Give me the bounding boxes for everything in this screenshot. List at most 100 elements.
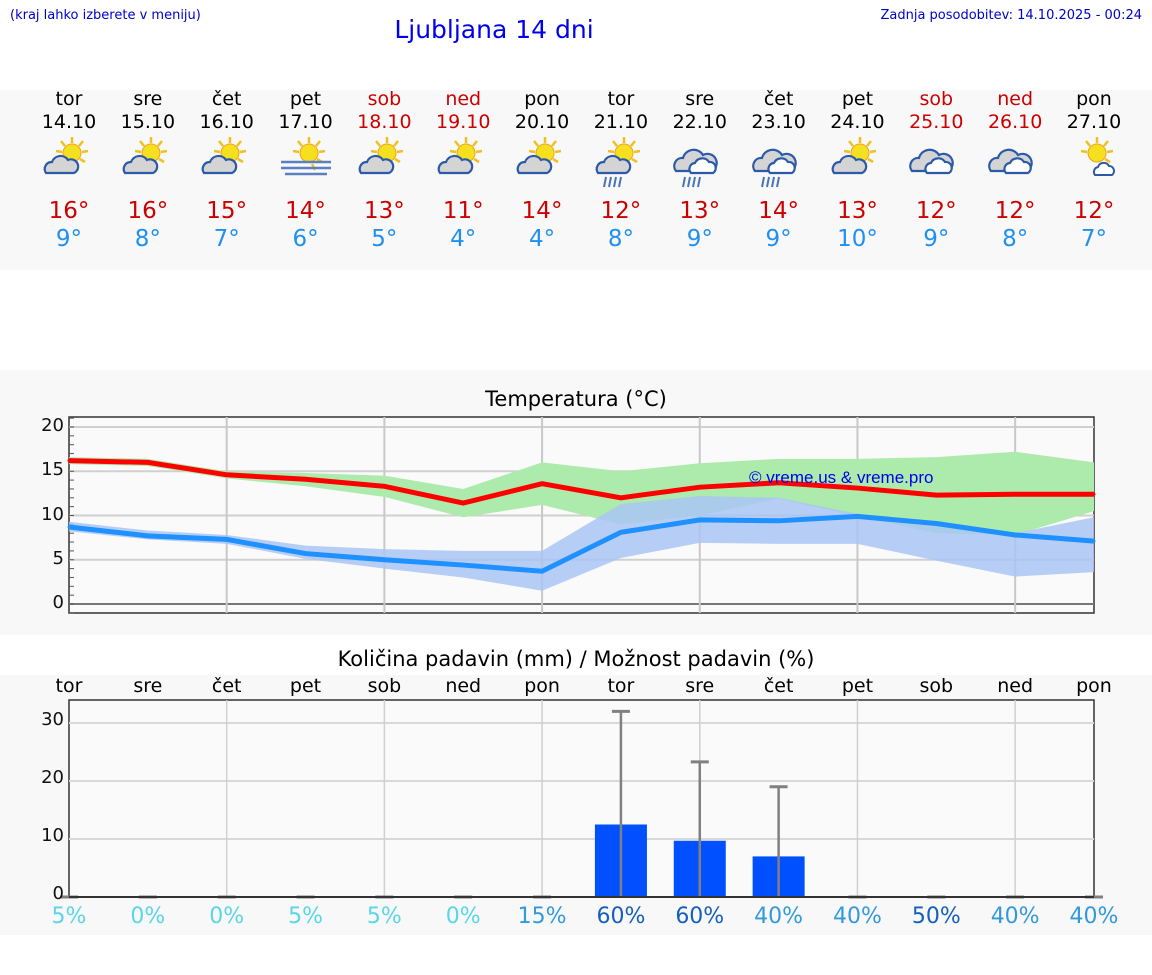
max-temp-range-band — [69, 451, 1094, 535]
precip-probability: 5% — [288, 904, 323, 929]
location-hint: (kraj lahko izberete v meniju) — [10, 8, 201, 23]
max-temp-point — [619, 496, 623, 500]
precip-day-label: sre — [685, 675, 715, 697]
partly-cloudy-icon — [436, 137, 490, 189]
precip-probability: 5% — [366, 904, 402, 929]
min-temp-point — [777, 519, 781, 523]
page-title: Ljubljana 14 dni — [394, 15, 594, 44]
precip-day-label: tor — [55, 675, 83, 697]
min-temp: 6° — [292, 226, 319, 252]
day-date: 22.10 — [672, 111, 727, 133]
daily-forecast-panel — [0, 90, 1152, 270]
max-temp: 15° — [206, 198, 248, 224]
precip-probability: 5% — [51, 904, 87, 929]
precip-day-label: pet — [841, 675, 874, 697]
max-temp: 14° — [758, 198, 799, 224]
last-updated: Zadnja posodobitev: 14.10.2025 - 00:24 — [880, 8, 1142, 23]
partly-cloudy-icon — [515, 137, 569, 189]
precip-day-label: sob — [919, 675, 954, 697]
max-temp-point — [1092, 492, 1096, 496]
precip-plot-area — [68, 699, 1095, 898]
day-date: 26.10 — [987, 111, 1043, 133]
max-temp: 13° — [837, 198, 878, 224]
precip-day-label: ned — [445, 675, 482, 697]
min-temp: 9° — [923, 226, 950, 252]
min-temp: 4° — [528, 226, 556, 252]
partly-cloudy-rain-icon — [594, 137, 648, 189]
precip-day-label: pon — [1076, 675, 1112, 697]
max-temp: 12° — [994, 198, 1036, 224]
day-name: pon — [524, 88, 560, 110]
min-temp: 10° — [837, 226, 878, 252]
sun-small-cloud-icon — [1067, 137, 1121, 189]
min-temp-point — [382, 558, 386, 562]
max-temp: 11° — [442, 198, 484, 224]
day-date: 20.10 — [514, 111, 570, 133]
day-name: ned — [445, 88, 482, 110]
precip-probability: 40% — [990, 904, 1040, 929]
max-temp-point — [225, 473, 229, 477]
day-date: 16.10 — [199, 111, 254, 133]
max-temp-point — [382, 484, 386, 488]
day-date: 19.10 — [436, 111, 491, 133]
max-temp: 14° — [521, 198, 563, 224]
day-date: 23.10 — [751, 111, 806, 133]
day-name: pon — [1076, 88, 1112, 110]
min-temp-point — [540, 569, 544, 573]
y-tick-label: 30 — [41, 709, 64, 730]
y-tick-label: 10 — [41, 825, 64, 846]
precip-probability: 0% — [209, 904, 245, 929]
max-temp-point — [777, 481, 781, 485]
precip-probability: 15% — [517, 904, 567, 929]
precip-probability: 40% — [754, 904, 804, 929]
max-temp-line — [68, 458, 1094, 506]
day-name: tor — [607, 88, 635, 110]
min-temp-point — [619, 530, 623, 534]
precip-day-label: čet — [763, 675, 794, 697]
max-temp: 12° — [915, 198, 957, 224]
day-date: 18.10 — [357, 111, 412, 133]
precip-day-label: tor — [607, 675, 635, 697]
max-temp: 12° — [1073, 198, 1115, 224]
max-temp-point — [461, 501, 465, 505]
min-temp: 9° — [765, 226, 792, 252]
day-date: 27.10 — [1066, 111, 1122, 133]
min-temp-point — [146, 534, 150, 538]
day-name: pet — [289, 88, 322, 110]
min-temp: 7° — [213, 226, 240, 252]
cloudy-icon — [988, 137, 1042, 189]
partly-cloudy-icon — [121, 137, 175, 189]
max-temp: 16° — [127, 198, 169, 224]
min-temp-point — [1092, 539, 1096, 543]
min-temp: 8° — [607, 226, 634, 252]
partly-cloudy-icon — [42, 137, 96, 189]
min-temp: 4° — [450, 226, 477, 252]
max-temp-point — [540, 482, 544, 486]
max-temp-point — [1013, 492, 1017, 496]
day-date: 15.10 — [120, 111, 176, 133]
precipitation-chart-title: Količina padavin (mm) / Možnost padavin … — [337, 647, 815, 671]
precip-day-label: sre — [133, 675, 163, 697]
day-name: čet — [211, 88, 242, 110]
day-name: sob — [919, 88, 954, 110]
min-temp-line — [68, 513, 1095, 574]
min-temp-point — [67, 525, 71, 529]
day-name: tor — [55, 88, 83, 110]
day-date: 25.10 — [909, 111, 964, 133]
max-temp-point — [67, 459, 71, 463]
precip-day-label: pet — [289, 675, 322, 697]
precip-probability: 40% — [833, 904, 882, 929]
y-tick-label: 0 — [52, 883, 64, 904]
cloudy-rain-icon — [751, 137, 806, 189]
min-temp-point — [698, 518, 702, 522]
max-temp-point — [304, 477, 308, 481]
y-tick-label: 5 — [52, 547, 64, 569]
y-tick-label: 10 — [41, 503, 64, 525]
day-date: 24.10 — [830, 111, 885, 133]
day-date: 21.10 — [593, 111, 649, 133]
precip-probability: 0% — [445, 904, 481, 929]
precip-probability: 50% — [911, 904, 961, 929]
max-temp-point — [855, 486, 859, 490]
max-temp: 12° — [600, 198, 642, 224]
